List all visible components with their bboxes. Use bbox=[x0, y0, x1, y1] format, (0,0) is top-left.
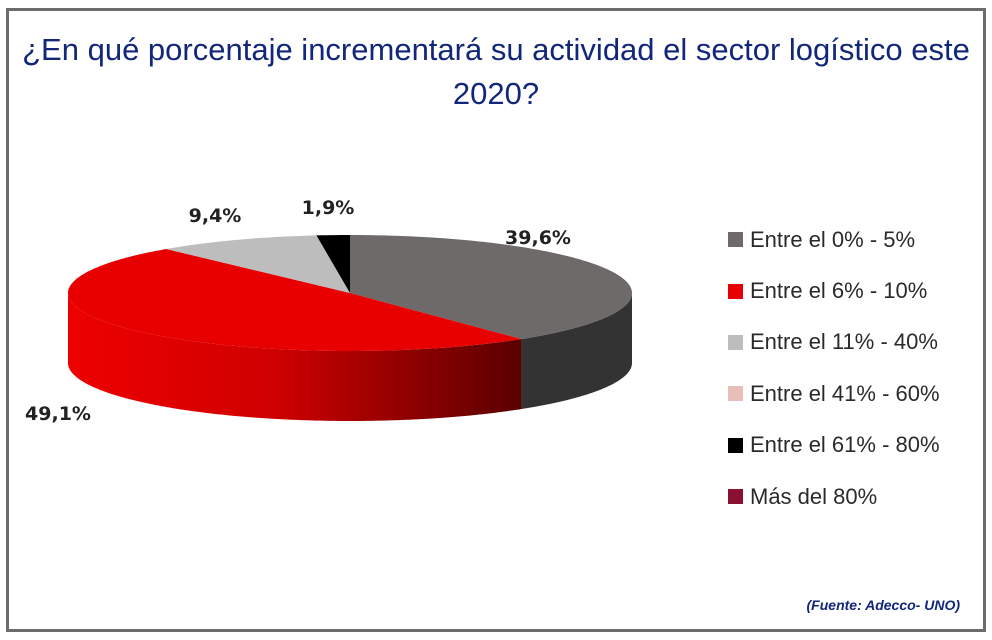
legend-swatch bbox=[728, 283, 743, 299]
legend-label: Entre el 0% - 5% bbox=[750, 226, 916, 252]
legend-swatch bbox=[728, 386, 743, 402]
source-note: (Fuente: Adecco- UNO) bbox=[806, 597, 960, 613]
pie-slice-2 bbox=[166, 235, 350, 293]
data-label-2: 9,4% bbox=[189, 205, 242, 227]
legend-label: Entre el 61% - 80% bbox=[750, 432, 940, 458]
legend-item: Entre el 6% - 10% bbox=[728, 265, 940, 316]
legend-label: Más del 80% bbox=[750, 483, 878, 509]
data-label-0: 39,6% bbox=[505, 227, 571, 249]
chart-title: ¿En qué porcentaje incrementará su activ… bbox=[22, 32, 970, 111]
legend-swatch bbox=[728, 437, 743, 453]
legend-label: Entre el 6% - 10% bbox=[750, 278, 928, 304]
pie-slice-0 bbox=[350, 235, 632, 340]
legend: Entre el 0% - 5% Entre el 6% - 10% Entre e… bbox=[728, 214, 940, 522]
legend-label: Entre el 11% - 40% bbox=[750, 329, 938, 355]
legend-swatch bbox=[728, 232, 743, 248]
legend-item: Entre el 41% - 60% bbox=[728, 368, 940, 419]
legend-swatch bbox=[728, 334, 743, 350]
data-label-4: 1,9% bbox=[302, 197, 355, 219]
legend-label: Entre el 41% - 60% bbox=[750, 380, 940, 406]
pie-slice-side-0 bbox=[521, 293, 632, 410]
legend-swatch bbox=[728, 489, 743, 505]
data-label-1: 49,1% bbox=[25, 403, 91, 425]
pie-slice-side-1 bbox=[68, 293, 522, 421]
legend-item: Entre el 61% - 80% bbox=[728, 420, 940, 471]
legend-item: Más del 80% bbox=[728, 471, 940, 522]
pie-slice-1 bbox=[68, 249, 522, 351]
legend-item: Entre el 11% - 40% bbox=[728, 317, 940, 368]
pie-slice-4 bbox=[316, 235, 350, 293]
legend-item: Entre el 0% - 5% bbox=[728, 214, 940, 265]
